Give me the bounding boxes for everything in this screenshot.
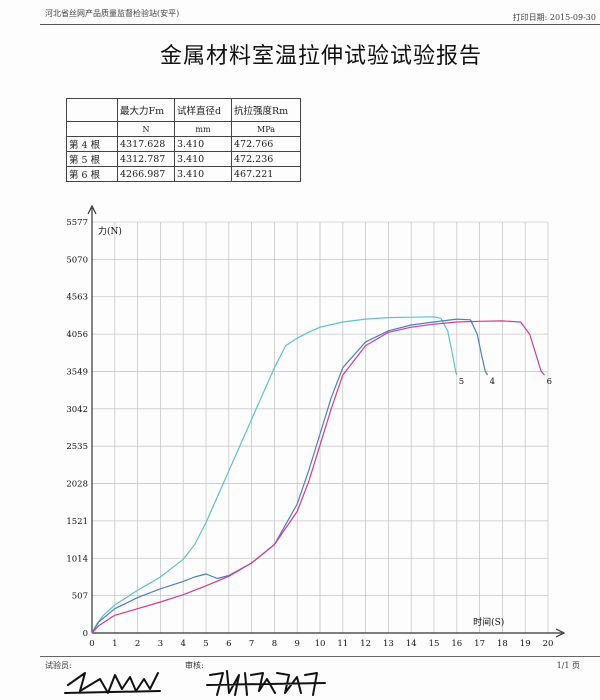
x-tick-label: 2 [135,639,140,649]
tester-label: 试验员: [45,661,72,670]
header-divider [40,24,600,25]
table-cell: 4312.787 [117,151,175,167]
x-tick-label: 10 [315,639,326,649]
table-unit-cell: MPa [231,121,301,137]
y-tick-label: 5070 [66,255,88,265]
x-tick-label: 6 [226,639,231,649]
table-unit-cell: N [117,121,175,137]
series-end-label: 4 [490,377,495,387]
x-tick-label: 3 [158,639,163,649]
results-table: 最大力Fm 试样直径d 抗拉强度Rm N mm MPa 第 4 根 4317.6… [66,98,301,182]
series-end-label: 5 [459,377,464,387]
y-tick-labels: 0 507 1014 1521 2028 2535 3042 3549 4056 4563 5070… [66,218,88,639]
table-cell: 第 5 根 [66,151,118,167]
chart-axes [87,204,566,638]
series-line-5 [91,316,458,634]
header-org: 河北省丝网产品质量监督检验站(安平) [45,9,180,18]
y-tick-label: 0 [83,629,88,639]
table-cell: 第 6 根 [66,166,118,182]
x-tick-label: 19 [520,639,531,649]
y-tick-label: 2535 [66,442,88,452]
table-header-row: 最大力Fm 试样直径d 抗拉强度Rm [66,98,301,122]
table-cell: 467.221 [231,166,301,182]
x-tick-label: 8 [272,639,277,649]
y-tick-label: 5577 [66,218,88,228]
x-tick-label: 16 [451,639,462,649]
table-row: 第 4 根 4317.628 3.410 472.766 [66,136,301,152]
header-print-date: 打印日期: 2015-09-30 [512,13,596,22]
x-tick-label: 18 [497,639,508,649]
table-header-cell [66,98,118,122]
y-axis-label: 力(N) [98,225,122,237]
table-unit-cell: mm [174,121,232,137]
page-number: 1/1 页 [556,661,580,670]
x-axis-arrow [555,628,566,638]
chart-series: 5 4 6 [91,316,552,634]
x-tick-label: 17 [474,639,485,649]
y-tick-label: 4056 [66,330,88,340]
y-axis-arrow [87,204,97,215]
reviewer-label: 审核: [185,661,204,670]
chart-grid [91,221,549,634]
x-tick-label: 11 [337,639,348,649]
table-header-cell: 试样直径d [174,98,232,122]
x-tick-labels: 0 1 2 3 4 5 6 7 8 9 10 11 12 13 14 15 16 17 18 19 20 [89,639,553,649]
x-tick-label: 7 [249,639,254,649]
footer-divider [40,656,600,657]
x-tick-label: 14 [406,639,417,649]
table-cell: 第 4 根 [66,136,118,152]
table-row: 第 5 根 4312.787 3.410 472.236 [66,151,301,167]
x-tick-label: 4 [180,639,185,649]
y-tick-label: 3549 [66,367,88,377]
report-title: 金属材料室温拉伸试验试验报告 [160,44,483,69]
reviewer-signature [206,670,326,696]
table-cell: 3.410 [174,151,232,167]
x-tick-label: 5 [203,639,208,649]
y-tick-label: 4563 [66,293,88,303]
tester-signature [64,672,161,694]
series-line-6 [91,320,546,634]
table-cell: 472.766 [231,136,301,152]
y-tick-label: 1521 [66,517,88,527]
x-tick-label: 9 [294,639,299,649]
table-cell: 3.410 [174,136,232,152]
table-cell: 4317.628 [117,136,175,152]
x-tick-label: 13 [383,639,394,649]
table-cell: 472.236 [231,151,301,167]
x-tick-label: 15 [429,639,440,649]
y-tick-label: 3042 [66,405,88,415]
force-time-chart: 0507101415212028253530423549405645635070… [66,204,566,649]
x-axis-label: 时间(S) [473,616,504,628]
table-cell: 3.410 [174,166,232,182]
series-line-4 [91,318,489,634]
y-tick-label: 1014 [66,554,88,564]
series-end-label: 6 [547,377,552,387]
table-unit-row: N mm MPa [66,121,301,137]
x-tick-label: 1 [112,639,117,649]
x-tick-label: 20 [543,639,554,649]
table-row: 第 6 根 4266.987 3.410 467.221 [66,166,301,182]
y-tick-label: 507 [72,592,88,602]
table-header-cell: 最大力Fm [117,98,175,122]
x-tick-label: 0 [89,639,94,649]
y-tick-label: 2028 [66,480,88,490]
table-cell: 4266.987 [117,166,175,182]
table-unit-cell [66,121,118,137]
x-tick-label: 12 [360,639,371,649]
table-header-cell: 抗拉强度Rm [231,98,301,122]
